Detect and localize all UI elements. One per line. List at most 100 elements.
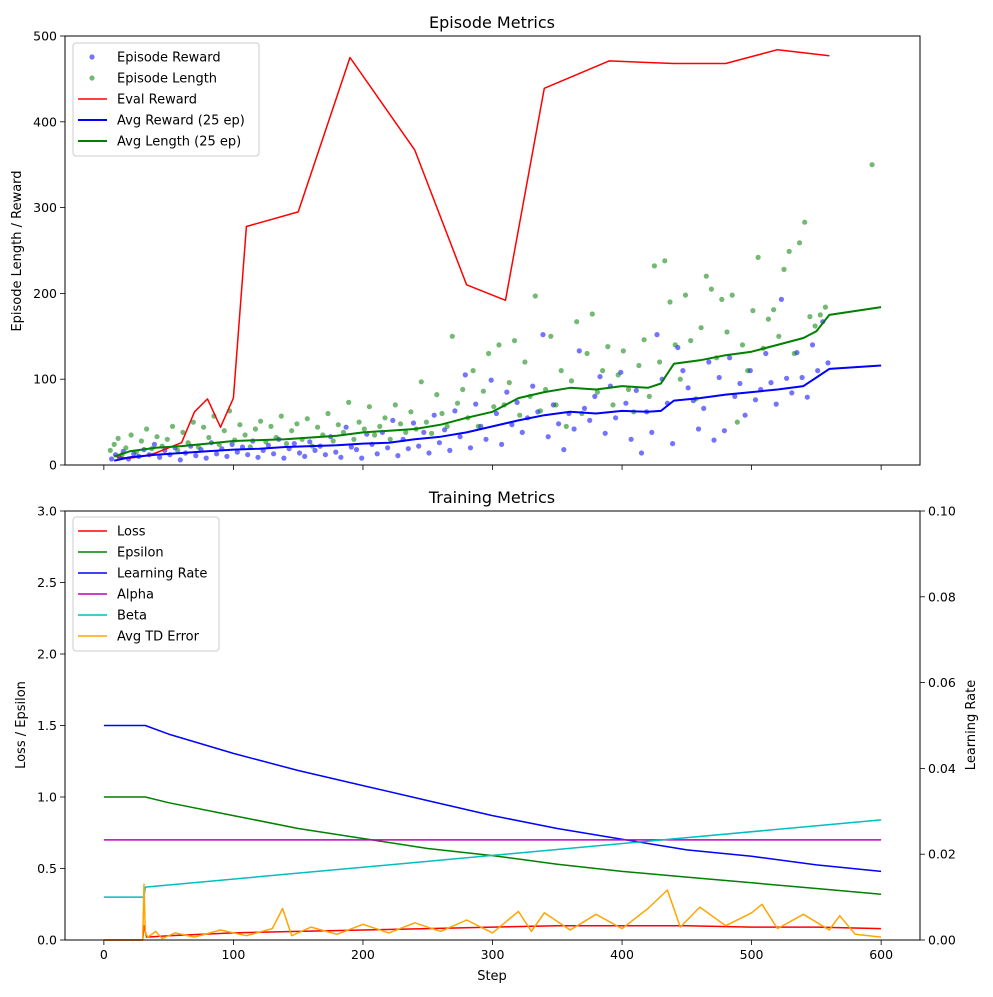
point-episode-length bbox=[802, 219, 808, 225]
episode-legend-box bbox=[72, 42, 260, 157]
point-episode-reward bbox=[385, 445, 391, 451]
point-episode-reward bbox=[597, 374, 603, 380]
training-y2tick-label: 0.00 bbox=[928, 933, 956, 948]
episode-ytick-label: 0 bbox=[49, 458, 57, 473]
point-episode-length bbox=[164, 436, 170, 442]
point-episode-reward bbox=[633, 387, 639, 393]
point-episode-length bbox=[620, 348, 626, 354]
point-episode-length bbox=[657, 359, 663, 365]
episode-legend-label: Eval Reward bbox=[117, 93, 197, 108]
point-episode-reward bbox=[410, 420, 417, 426]
point-episode-reward bbox=[291, 441, 297, 447]
episode-legend-label: Avg Length (25 ep) bbox=[117, 135, 241, 150]
training-metrics-y2label: Learning Rate bbox=[964, 680, 979, 770]
episode-series-avg-length-25-ep bbox=[113, 306, 882, 458]
point-episode-length bbox=[739, 342, 746, 348]
point-episode-length bbox=[651, 263, 658, 269]
point-episode-reward bbox=[296, 450, 303, 456]
training-ytick-label: 2.0 bbox=[37, 647, 57, 662]
training-y2tick-label: 0.06 bbox=[928, 675, 956, 690]
point-episode-length bbox=[729, 292, 735, 298]
point-episode-reward bbox=[716, 374, 722, 381]
episode-legend-label: Episode Length bbox=[117, 72, 217, 87]
point-episode-reward bbox=[447, 447, 453, 453]
point-episode-reward bbox=[504, 389, 510, 395]
point-episode-length bbox=[454, 400, 461, 406]
point-episode-reward bbox=[556, 421, 562, 427]
point-episode-reward bbox=[151, 441, 157, 447]
point-episode-length bbox=[496, 342, 502, 348]
point-episode-reward bbox=[374, 451, 380, 457]
point-episode-length bbox=[195, 444, 201, 450]
point-episode-length bbox=[304, 416, 310, 422]
point-episode-reward bbox=[436, 440, 442, 446]
point-episode-length bbox=[517, 412, 523, 418]
point-episode-length bbox=[201, 424, 207, 430]
point-episode-length bbox=[144, 426, 150, 432]
training-series-epsilon bbox=[103, 796, 882, 895]
point-episode-length bbox=[294, 421, 300, 427]
point-episode-length bbox=[278, 413, 284, 419]
training-xtick-label: 500 bbox=[740, 947, 764, 962]
point-episode-reward bbox=[281, 455, 287, 461]
point-episode-reward bbox=[421, 429, 427, 435]
point-episode-reward bbox=[799, 374, 805, 381]
point-episode-reward bbox=[706, 359, 712, 365]
point-episode-length bbox=[491, 404, 497, 410]
point-episode-length bbox=[111, 441, 117, 447]
point-episode-reward bbox=[768, 380, 774, 386]
point-episode-length bbox=[771, 307, 777, 313]
training-legend-label: Learning Rate bbox=[117, 567, 207, 582]
point-episode-reward bbox=[359, 455, 365, 461]
point-episode-reward bbox=[343, 424, 349, 430]
episode-legend-label: Avg Reward (25 ep) bbox=[117, 114, 245, 129]
point-episode-length bbox=[822, 304, 829, 310]
point-episode-reward bbox=[157, 454, 163, 460]
point-episode-reward bbox=[322, 452, 328, 458]
point-episode-length bbox=[107, 447, 113, 453]
point-episode-length bbox=[392, 402, 398, 408]
point-episode-reward bbox=[592, 393, 598, 399]
point-episode-reward bbox=[628, 436, 634, 442]
point-episode-length bbox=[672, 342, 678, 348]
point-episode-length bbox=[708, 286, 715, 292]
point-episode-length bbox=[667, 299, 673, 305]
training-legend-label: Loss bbox=[117, 525, 146, 540]
point-episode-reward bbox=[737, 380, 743, 387]
training-plot-frame bbox=[64, 510, 921, 941]
training-ytick-label: 1.0 bbox=[37, 790, 57, 805]
point-episode-length bbox=[382, 415, 388, 421]
point-episode-reward bbox=[602, 430, 608, 436]
point-episode-reward bbox=[695, 426, 702, 432]
point-episode-length bbox=[719, 296, 725, 302]
point-episode-length bbox=[397, 421, 404, 427]
point-episode-reward bbox=[789, 390, 795, 396]
point-episode-length bbox=[869, 162, 875, 168]
point-episode-reward bbox=[701, 405, 707, 411]
episode-metrics-panel: Episode Metrics Episode Length / Reward … bbox=[10, 13, 921, 473]
point-episode-length bbox=[190, 419, 196, 425]
point-episode-reward bbox=[473, 401, 479, 407]
point-episode-length bbox=[574, 319, 580, 325]
point-episode-reward bbox=[519, 429, 525, 435]
episode-legend-marker-episode-length bbox=[89, 75, 95, 81]
point-episode-length bbox=[444, 423, 450, 429]
point-episode-reward bbox=[576, 348, 582, 354]
point-episode-reward bbox=[255, 454, 261, 460]
point-episode-length bbox=[589, 311, 595, 317]
point-episode-reward bbox=[271, 451, 277, 457]
point-episode-length bbox=[558, 368, 564, 374]
point-episode-length bbox=[268, 423, 274, 429]
point-episode-length bbox=[646, 393, 652, 399]
point-episode-reward bbox=[426, 450, 432, 456]
training-metrics-ylabel: Loss / Epsilon bbox=[14, 681, 29, 769]
point-episode-reward bbox=[488, 377, 494, 383]
point-episode-length bbox=[750, 308, 756, 314]
point-episode-reward bbox=[302, 453, 308, 459]
point-episode-reward bbox=[581, 405, 588, 411]
point-episode-length bbox=[610, 402, 616, 408]
training-xtick-label: 400 bbox=[610, 947, 634, 962]
point-episode-reward bbox=[390, 417, 396, 423]
point-episode-reward bbox=[431, 412, 437, 418]
point-episode-reward bbox=[825, 360, 831, 366]
